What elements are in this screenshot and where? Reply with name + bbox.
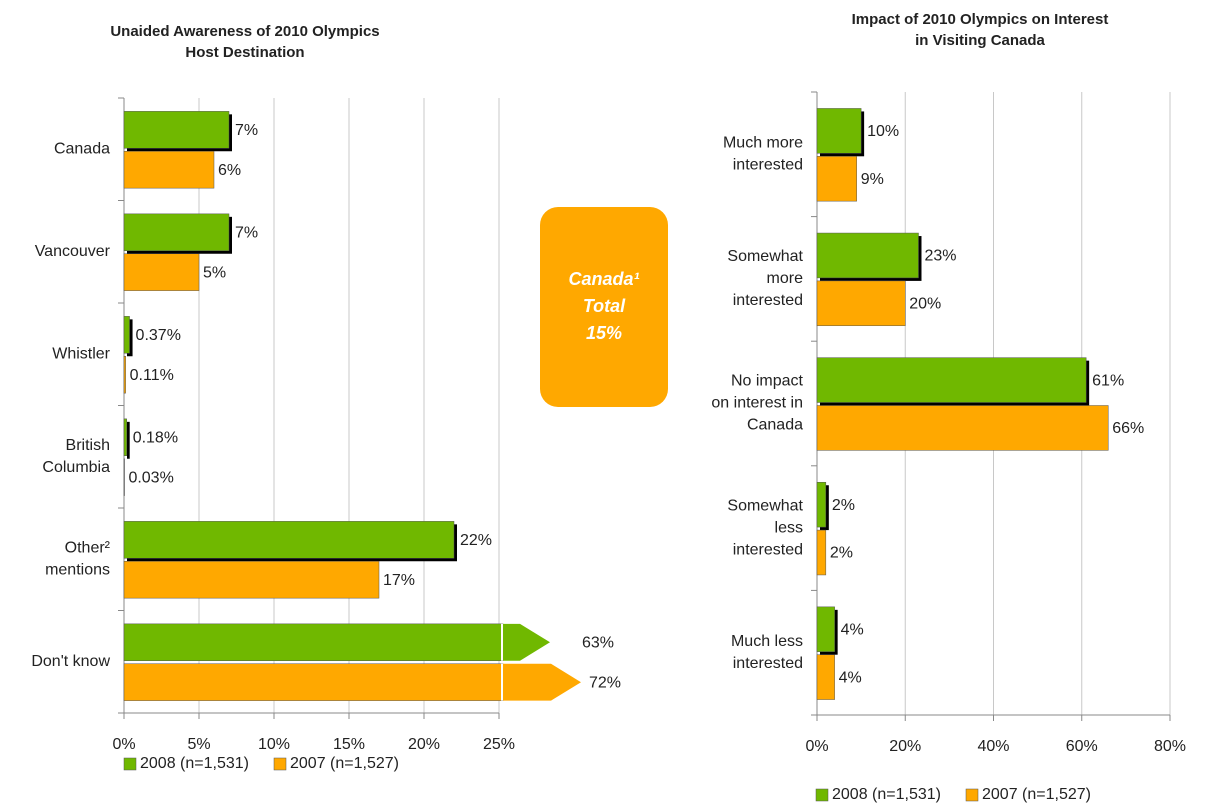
bar bbox=[816, 606, 835, 652]
y-tick-label: British bbox=[66, 437, 110, 454]
x-tick-label: 5% bbox=[187, 736, 210, 753]
y-tick-label: more bbox=[767, 270, 804, 287]
axis-break bbox=[501, 623, 503, 661]
bar bbox=[816, 654, 835, 700]
y-tick-label: Other² bbox=[65, 539, 111, 556]
value-label: 10% bbox=[867, 123, 899, 140]
value-label: 2% bbox=[830, 545, 853, 562]
legend-swatch bbox=[965, 788, 979, 802]
bar bbox=[123, 111, 230, 149]
bar bbox=[816, 405, 1109, 451]
bar bbox=[123, 458, 125, 496]
y-tick-label: interested bbox=[733, 292, 803, 309]
x-tick-label: 10% bbox=[258, 736, 290, 753]
legend-label: 2008 (n=1,531) bbox=[832, 786, 941, 803]
bar bbox=[123, 623, 504, 661]
value-label: 22% bbox=[460, 532, 492, 549]
value-label: 7% bbox=[235, 225, 258, 242]
x-tick-label: 20% bbox=[889, 738, 921, 755]
value-label: 23% bbox=[924, 248, 956, 265]
value-label: 17% bbox=[383, 572, 415, 589]
y-tick-label: Canada bbox=[747, 417, 803, 434]
value-label: 4% bbox=[839, 669, 862, 686]
overflow-arrow bbox=[503, 663, 581, 701]
value-label: 0.37% bbox=[136, 327, 181, 344]
bar bbox=[123, 356, 126, 394]
value-label: 0.11% bbox=[130, 367, 174, 384]
y-tick-label: Somewhat bbox=[727, 248, 803, 265]
bar bbox=[816, 280, 906, 327]
y-tick-label: Canada bbox=[54, 140, 110, 157]
bar bbox=[816, 357, 1087, 403]
axis-break bbox=[501, 663, 503, 701]
chart-title: Impact of 2010 Olympics on Interest bbox=[852, 11, 1109, 28]
callout-text: Total bbox=[583, 296, 626, 316]
bar bbox=[816, 481, 827, 528]
legend-label: 2008 (n=1,531) bbox=[140, 755, 249, 772]
x-tick-label: 40% bbox=[977, 738, 1009, 755]
bar bbox=[816, 232, 919, 279]
value-label: 0.03% bbox=[128, 469, 173, 486]
callout-box bbox=[540, 207, 668, 407]
chart-title: in Visiting Canada bbox=[915, 32, 1045, 49]
value-label: 4% bbox=[841, 621, 864, 638]
bar bbox=[123, 561, 380, 599]
y-tick-label: Vancouver bbox=[35, 243, 111, 260]
legend-swatch bbox=[123, 757, 137, 771]
bar bbox=[123, 418, 127, 457]
value-label: 6% bbox=[218, 162, 241, 179]
legend-swatch bbox=[815, 788, 829, 802]
value-label: 0.18% bbox=[133, 430, 178, 447]
x-tick-label: 80% bbox=[1154, 738, 1186, 755]
y-tick-label: less bbox=[775, 519, 803, 536]
bar bbox=[816, 529, 827, 576]
bar bbox=[123, 253, 200, 291]
y-tick-label: Much more bbox=[723, 135, 803, 152]
y-tick-label: interested bbox=[733, 541, 803, 558]
value-label: 5% bbox=[203, 264, 226, 281]
bar bbox=[816, 108, 862, 154]
legend-label: 2007 (n=1,527) bbox=[290, 755, 399, 772]
bar bbox=[123, 151, 215, 189]
callout-text: Canada¹ bbox=[568, 269, 639, 289]
value-label: 20% bbox=[909, 296, 941, 313]
value-label: 7% bbox=[235, 122, 258, 139]
bar bbox=[123, 316, 130, 354]
y-tick-label: on interest in bbox=[711, 395, 803, 412]
legend-swatch bbox=[273, 757, 287, 771]
x-tick-label: 0% bbox=[112, 736, 135, 753]
callout-text: 15% bbox=[586, 323, 622, 343]
value-label: 72% bbox=[589, 674, 621, 691]
y-tick-label: Don't know bbox=[31, 653, 110, 670]
bar bbox=[816, 156, 857, 202]
overflow-arrow bbox=[503, 623, 550, 661]
y-tick-label: Somewhat bbox=[727, 497, 803, 514]
y-tick-label: Much less bbox=[731, 633, 803, 650]
value-label: 61% bbox=[1092, 372, 1124, 389]
x-tick-label: 20% bbox=[408, 736, 440, 753]
y-tick-label: interested bbox=[733, 655, 803, 672]
legend-label: 2007 (n=1,527) bbox=[982, 786, 1091, 803]
y-tick-label: mentions bbox=[45, 561, 110, 578]
value-label: 66% bbox=[1112, 420, 1144, 437]
x-tick-label: 0% bbox=[805, 738, 828, 755]
chart-title: Unaided Awareness of 2010 Olympics bbox=[110, 23, 379, 40]
bar bbox=[123, 521, 455, 559]
chart-title: Host Destination bbox=[185, 44, 304, 61]
x-tick-label: 25% bbox=[483, 736, 515, 753]
x-tick-label: 60% bbox=[1066, 738, 1098, 755]
bar bbox=[123, 213, 230, 252]
bar-shadow bbox=[127, 421, 130, 459]
value-label: 2% bbox=[832, 497, 855, 514]
bar bbox=[123, 663, 504, 701]
value-label: 63% bbox=[582, 635, 614, 652]
y-tick-label: Columbia bbox=[42, 459, 110, 476]
y-tick-label: No impact bbox=[731, 373, 804, 390]
value-label: 9% bbox=[861, 171, 884, 188]
x-tick-label: 15% bbox=[333, 736, 365, 753]
y-tick-label: Whistler bbox=[52, 345, 110, 362]
y-tick-label: interested bbox=[733, 157, 803, 174]
